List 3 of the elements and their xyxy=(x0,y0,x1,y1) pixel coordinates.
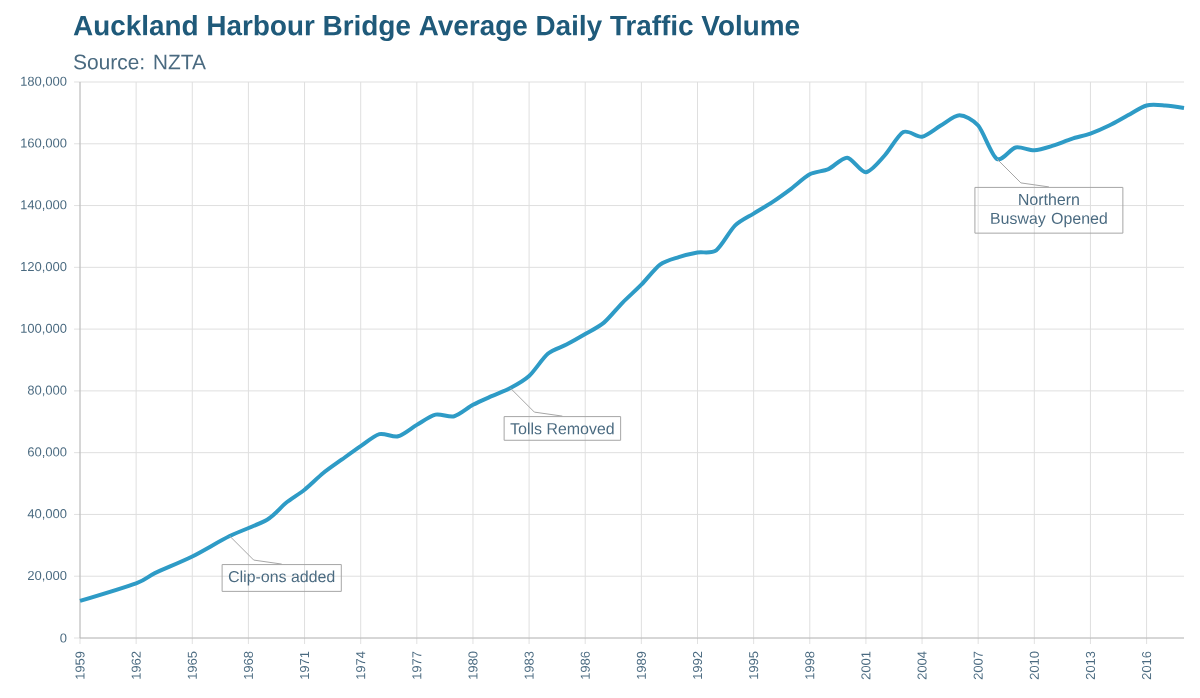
line-series xyxy=(78,102,1187,603)
chart-title: Auckland Harbour Bridge Average Daily Traffic Volume xyxy=(73,14,800,42)
chart-subtitle: Source: NZTA xyxy=(73,54,206,70)
